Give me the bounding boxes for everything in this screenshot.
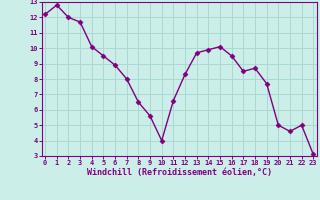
X-axis label: Windchill (Refroidissement éolien,°C): Windchill (Refroidissement éolien,°C) [87, 168, 272, 177]
